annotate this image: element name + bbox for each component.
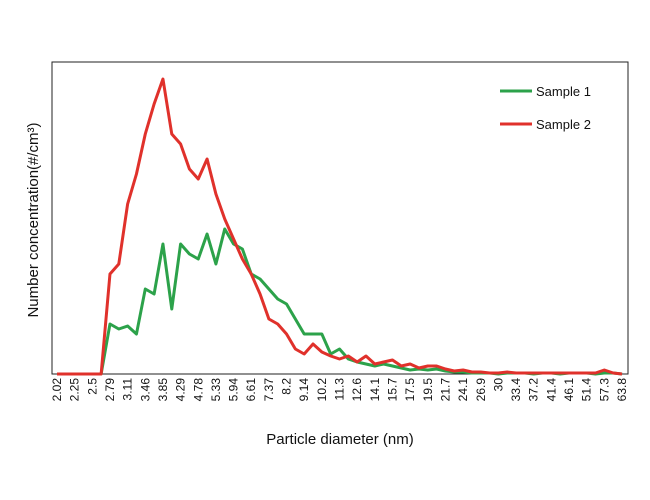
x-tick-label: 30 [491,378,505,392]
legend-label: Sample 1 [536,84,591,99]
x-tick-label: 9.14 [297,378,311,402]
x-tick-label: 12.6 [350,378,364,402]
x-tick-label: 11.3 [333,378,347,401]
x-tick-label: 2.79 [103,378,117,402]
x-tick-label: 37.2 [527,378,541,402]
x-tick-label: 4.78 [191,378,205,402]
x-tick-label: 2.25 [68,378,82,402]
x-tick-label: 8.2 [280,378,294,395]
x-tick-label: 46.1 [562,378,576,402]
x-tick-label: 63.8 [615,378,629,402]
x-tick-label: 4.29 [174,378,188,402]
x-tick-label: 2.02 [50,378,64,402]
x-tick-label: 3.11 [121,378,135,401]
x-tick-label: 51.4 [580,378,594,402]
x-tick-label: 6.61 [244,378,258,402]
data-line [57,227,623,376]
x-tick-label: 10.2 [315,378,329,402]
x-tick-label: 57.3 [597,378,611,402]
x-tick-label: 7.37 [262,378,276,402]
x-tick-label: 3.85 [156,378,170,402]
x-tick-label: 15.7 [385,378,399,402]
x-tick-label: 19.5 [421,378,435,402]
x-tick-label: 5.94 [227,378,241,402]
x-tick-label: 3.46 [138,378,152,402]
data-line [57,77,623,376]
x-tick-label: 26.9 [474,378,488,402]
x-tick-label: 17.5 [403,378,417,402]
y-axis-label: Number concentration(#/cm³) [25,122,42,317]
x-tick-label: 24.1 [456,378,470,402]
x-tick-label: 2.5 [85,378,99,395]
x-tick-label: 41.4 [544,378,558,402]
x-axis-label: Particle diameter (nm) [266,431,414,448]
x-tick-label: 14.1 [368,378,382,402]
x-tick-label: 33.4 [509,378,523,402]
plot-frame [51,61,629,375]
legend-label: Sample 2 [536,117,591,132]
x-tick-label: 5.33 [209,378,223,402]
x-tick-label: 21.7 [438,378,452,402]
